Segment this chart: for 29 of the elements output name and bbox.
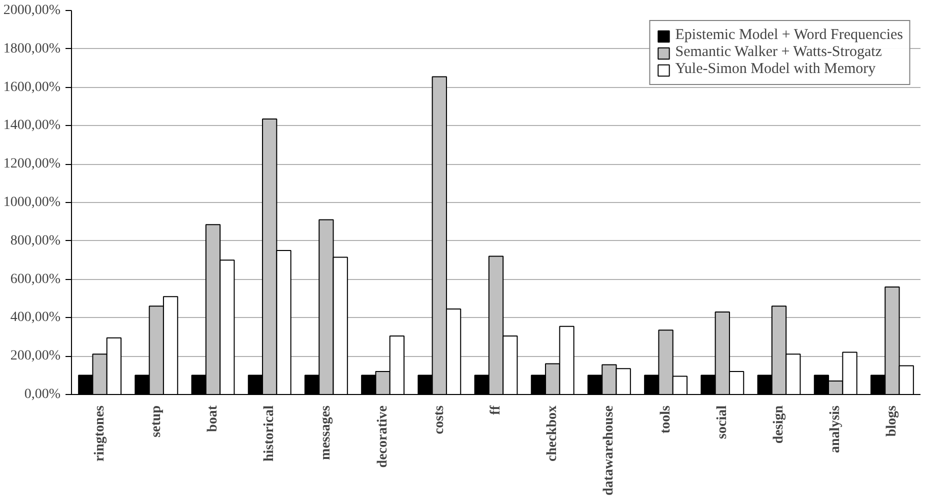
x-tick-label: social bbox=[714, 405, 730, 439]
y-tick-label: 1200,00% bbox=[3, 156, 61, 172]
y-tick-label: 400,00% bbox=[10, 310, 61, 326]
legend-label: Epistemic Model + Word Frequencies bbox=[675, 27, 903, 44]
x-tick-label: boat bbox=[206, 405, 220, 432]
x-tick-label: ringtones bbox=[92, 404, 108, 462]
y-tick-label: 600,00% bbox=[10, 272, 61, 287]
x-tick-label: historical bbox=[262, 405, 278, 462]
y-tick-label: 2000,00% bbox=[3, 3, 61, 18]
x-tick-label: setup bbox=[148, 405, 164, 438]
x-tick-label: decorative bbox=[375, 405, 390, 468]
y-tick-label: 1400,00% bbox=[3, 118, 61, 134]
y-tick-label: 1800,00% bbox=[3, 41, 61, 56]
x-tick-label: ff bbox=[488, 405, 504, 415]
y-tick-label: 200,00% bbox=[10, 348, 61, 364]
x-tick-label: design bbox=[772, 405, 786, 444]
y-tick-label: 1000,00% bbox=[3, 195, 61, 210]
x-tick-label: messages bbox=[318, 404, 334, 460]
x-tick-label: checkbox bbox=[545, 406, 560, 462]
y-tick-label: 1600,00% bbox=[3, 80, 61, 95]
x-tick-label: analysis bbox=[828, 404, 844, 453]
y-tick-label: 800,00% bbox=[10, 233, 61, 248]
legend-label: Semantic Walker + Watts-Strogatz bbox=[675, 44, 882, 61]
x-tick-label: datawarehouse bbox=[602, 406, 617, 496]
y-tick-label: 0,00% bbox=[24, 387, 61, 402]
x-tick-label: tools bbox=[658, 404, 674, 434]
x-tick-label: costs bbox=[432, 404, 447, 434]
legend-label: Yule-Simon Model with Memory bbox=[675, 61, 876, 78]
x-tick-label: blogs bbox=[884, 404, 900, 437]
